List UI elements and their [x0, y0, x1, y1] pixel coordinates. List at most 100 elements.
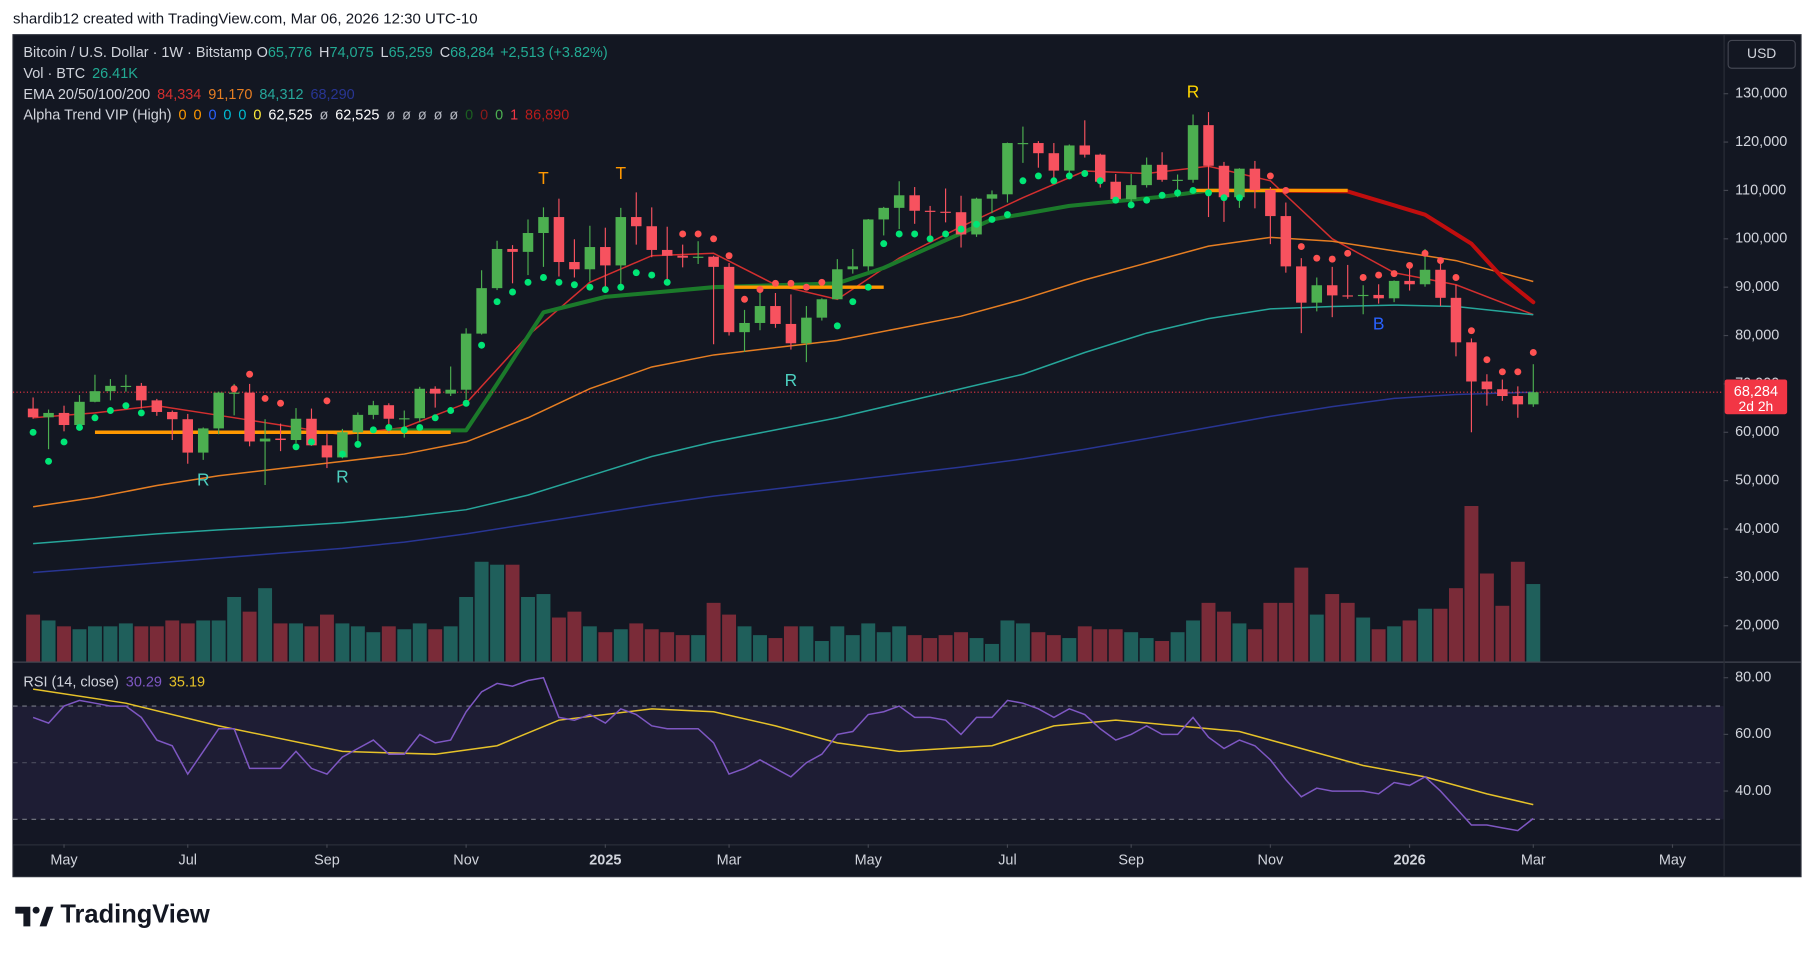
candle-body	[1419, 269, 1431, 285]
candle-body	[1280, 216, 1292, 267]
y-tick-label: 30,000	[1735, 569, 1779, 585]
y-tick-label: 50,000	[1735, 472, 1779, 488]
signal-dot	[601, 286, 609, 294]
candle-body	[538, 217, 549, 234]
candle-body	[337, 432, 348, 458]
volume-bar	[1217, 611, 1231, 662]
candle-body	[105, 385, 116, 392]
volume-bar	[381, 626, 396, 662]
candle-body	[89, 391, 101, 402]
logo-mark-dot	[32, 906, 40, 914]
volume-bar	[258, 588, 273, 662]
signal-label: R	[336, 466, 349, 486]
signal-dot	[137, 409, 145, 417]
candle-body	[167, 411, 178, 420]
signal-dot	[431, 414, 439, 422]
signal-dot	[973, 220, 980, 228]
y-tick-label: 110,000	[1735, 182, 1786, 198]
volume-bar	[505, 564, 520, 662]
candle-body	[584, 247, 596, 270]
candle-body	[1373, 294, 1384, 299]
signal-dot	[833, 322, 841, 330]
currency-label[interactable]: USD	[1747, 45, 1776, 61]
volume-bar	[26, 614, 41, 662]
candle-body	[460, 333, 472, 390]
candle-body	[399, 418, 410, 420]
volume-bar	[490, 564, 505, 662]
signal-dot	[771, 279, 779, 287]
signal-dot	[988, 215, 996, 223]
legend-item: +2,513 (+3.82%)	[500, 45, 608, 61]
volume-bar	[845, 635, 860, 662]
candle-body	[1218, 165, 1230, 198]
candle-body	[692, 256, 704, 258]
candle-body	[290, 418, 302, 441]
signal-dot	[802, 283, 810, 291]
signal-dot	[1313, 254, 1321, 262]
volume-bar	[165, 620, 180, 662]
legend-item: 26.41K	[92, 66, 138, 82]
signal-dot	[539, 274, 547, 281]
legend-item: EMA 20/50/100/200	[23, 87, 150, 103]
candle-body	[708, 256, 719, 267]
rsi-y-tick-label: 80.00	[1735, 670, 1771, 686]
signal-dot	[1328, 255, 1336, 263]
legend-item: 68,290	[310, 87, 354, 103]
signal-dot	[663, 278, 671, 286]
legend-item: RSI (14, close)	[23, 674, 118, 690]
candle-body	[1141, 164, 1152, 186]
signal-dot	[261, 394, 269, 402]
candle-body	[631, 217, 642, 227]
candle-body	[955, 212, 967, 235]
signal-dot	[1189, 186, 1197, 194]
volume-bar	[582, 626, 597, 662]
volume-bar	[474, 561, 489, 662]
volume-bar	[149, 626, 164, 662]
legend-item: Alpha Trend VIP (High)	[23, 107, 171, 123]
candle-body	[306, 418, 317, 446]
signal-dot	[1297, 243, 1305, 251]
rsi-y-tick-label: 60.00	[1735, 726, 1771, 742]
signal-dot	[586, 283, 594, 291]
candle-body	[661, 249, 673, 256]
axes: 20,00030,00040,00050,00060,00070,00080,0…	[50, 86, 1787, 869]
legend-line: Bitcoin / U.S. Dollar · 1W · Bitstamp O65…	[23, 45, 607, 61]
signal-dot	[447, 407, 455, 414]
volume-bar	[242, 611, 257, 662]
volume-bar	[954, 632, 969, 662]
currency-button[interactable]	[1727, 39, 1796, 69]
volume-bar	[289, 623, 303, 662]
signal-dot	[1266, 172, 1274, 180]
candle-body	[74, 401, 85, 426]
candle-body	[43, 412, 54, 418]
candle-body	[507, 248, 518, 252]
volume-bar	[1015, 623, 1030, 662]
legend-item: 86,890	[525, 107, 569, 123]
candle-body	[1203, 125, 1214, 166]
legend-item: 0	[179, 107, 187, 123]
volume-bar	[1526, 584, 1541, 662]
candle-body	[1435, 269, 1446, 298]
volume-bar	[1170, 632, 1185, 662]
volume-bar	[87, 626, 102, 662]
signal-dot	[1034, 172, 1042, 180]
volume-bar	[1046, 635, 1061, 662]
legend-item: ø	[449, 107, 458, 123]
volume-bar	[397, 629, 412, 662]
legend-item: 62,525	[268, 107, 312, 123]
volume-bar	[938, 635, 953, 662]
brand-name: TradingView	[60, 901, 210, 929]
volume-bar	[1247, 629, 1262, 662]
candle-body	[971, 198, 982, 235]
signal-dot	[694, 230, 702, 238]
volume-bar	[876, 632, 891, 662]
signal-dot	[478, 341, 486, 349]
legend-item: H	[319, 45, 329, 61]
candle-body	[383, 405, 395, 419]
legend-item: 68,284	[450, 45, 494, 61]
x-tick-label: 2026	[1394, 852, 1426, 868]
signal-dot	[1096, 177, 1104, 185]
candle-body	[723, 266, 735, 333]
legend-item: 30.29	[126, 674, 162, 690]
signal-dot	[385, 423, 393, 431]
